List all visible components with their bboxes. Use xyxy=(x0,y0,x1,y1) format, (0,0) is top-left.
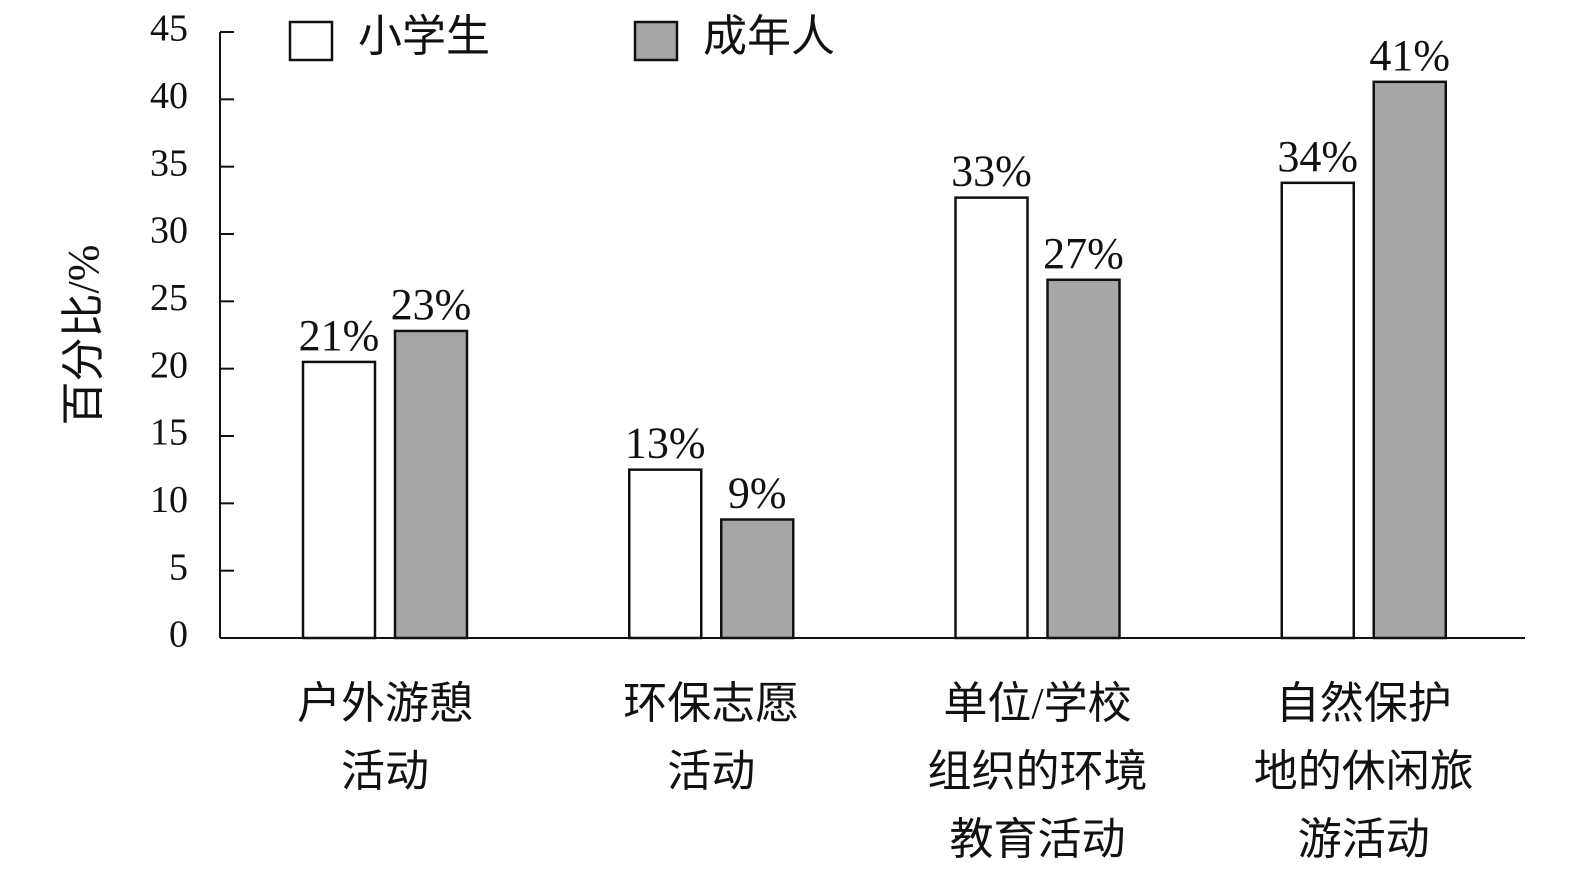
legend-swatch-students xyxy=(288,20,334,62)
y-axis-title: 百分比/% xyxy=(59,245,108,426)
category-label: 活动 xyxy=(667,747,755,796)
bar-students-0 xyxy=(301,360,377,640)
data-label: 13% xyxy=(625,419,706,468)
category-label: 教育活动 xyxy=(950,815,1126,864)
category-label: 户外游憩 xyxy=(297,679,473,728)
y-tick-label: 5 xyxy=(169,546,188,588)
y-tick-label: 45 xyxy=(150,8,188,50)
data-label: 21% xyxy=(299,311,380,360)
bars xyxy=(301,80,1447,640)
legend-label: 小学生 xyxy=(358,12,490,61)
bar-students-1 xyxy=(628,468,703,640)
data-label: 34% xyxy=(1277,132,1358,181)
legend-label: 成年人 xyxy=(703,12,835,61)
category-label: 游活动 xyxy=(1298,815,1430,864)
legend: 小学生 成年人 xyxy=(288,12,835,62)
y-tick-label: 15 xyxy=(150,412,188,454)
data-label: 33% xyxy=(951,147,1032,196)
category-label: 单位/学校 xyxy=(943,679,1131,728)
category-label: 地的休闲旅 xyxy=(1254,747,1474,796)
bar-adults-2 xyxy=(1046,278,1121,640)
y-tick-label: 25 xyxy=(150,277,188,319)
category-label: 自然保护 xyxy=(1276,679,1452,728)
y-tick-label: 40 xyxy=(150,75,188,117)
legend-swatch-adults xyxy=(633,20,679,62)
bar-adults-0 xyxy=(393,329,469,640)
bar-adults-1 xyxy=(720,518,795,640)
data-label: 27% xyxy=(1043,229,1124,278)
y-tick-label: 10 xyxy=(150,479,188,521)
y-tick-label: 20 xyxy=(150,344,188,386)
bar-students-3 xyxy=(1280,181,1355,640)
category-label: 活动 xyxy=(341,747,429,796)
y-axis: 0 5 10 15 20 25 30 35 40 45 xyxy=(150,8,234,656)
bar-students-2 xyxy=(954,196,1029,640)
category-label: 环保志愿 xyxy=(623,679,799,728)
value-labels: 21%23% 13% 9% 33%27% 34% 41% xyxy=(299,31,1450,518)
data-label: 23% xyxy=(391,280,472,329)
y-tick-label: 35 xyxy=(150,142,188,184)
y-tick-label: 0 xyxy=(169,614,188,656)
category-label: 组织的环境 xyxy=(928,747,1148,796)
data-label: 9% xyxy=(728,468,787,517)
bar-adults-3 xyxy=(1372,80,1447,640)
y-tick-label: 30 xyxy=(150,210,188,252)
data-label: 41% xyxy=(1369,31,1450,80)
